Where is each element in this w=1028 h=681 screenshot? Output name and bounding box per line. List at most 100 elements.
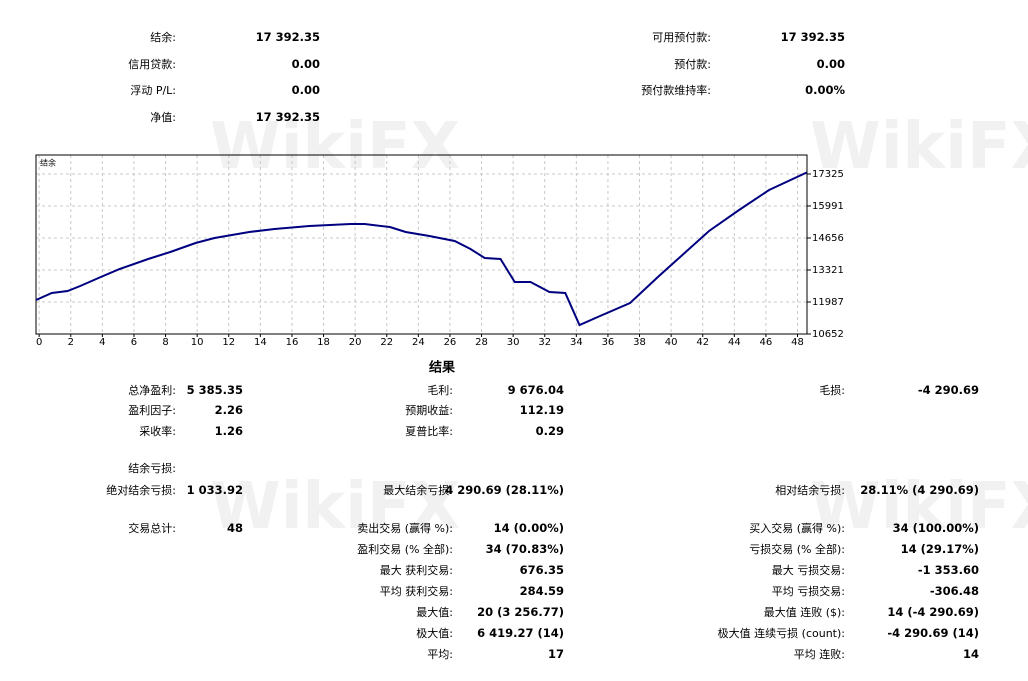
x-tick-label: 10 (191, 337, 204, 348)
y-tick-label: 11987 (812, 297, 844, 308)
x-tick-label: 24 (412, 337, 425, 348)
field-label: 平均 获利交易: (379, 585, 453, 598)
field-label: 预付款: (674, 58, 711, 71)
field-value: 284.59 (519, 584, 564, 598)
field-label: 最大 获利交易: (379, 564, 453, 577)
x-tick-label: 40 (665, 337, 678, 348)
field-label: 预付款维持率: (641, 84, 711, 97)
field-label: 最大结余亏损: (383, 484, 453, 497)
field-label: 亏损交易 (% 全部): (749, 543, 845, 556)
x-tick-label: 16 (286, 337, 299, 348)
series-label: 结余 (40, 158, 56, 168)
field-value: 2.26 (214, 403, 243, 417)
field-value: 17 392.35 (780, 30, 845, 44)
field-value: 17 392.35 (255, 110, 320, 124)
x-tick-label: 36 (602, 337, 615, 348)
field-value: -306.48 (929, 584, 979, 598)
field-value: 0.00 (291, 83, 320, 97)
x-tick-label: 22 (380, 337, 393, 348)
field-value: 4 290.69 (28.11%) (445, 483, 564, 497)
x-tick-label: 20 (349, 337, 362, 348)
field-value: 14 (-4 290.69) (887, 605, 979, 619)
field-value: 112.19 (519, 403, 564, 417)
y-tick-label: 14656 (812, 233, 844, 244)
field-label: 最大值: (416, 606, 453, 619)
field-label: 最大 亏损交易: (771, 564, 845, 577)
field-label: 总净盈利: (128, 384, 176, 397)
field-value: 9 676.04 (507, 383, 564, 397)
x-tick-label: 32 (538, 337, 551, 348)
x-tick-label: 44 (728, 337, 741, 348)
field-value: -4 290.69 (14) (887, 626, 979, 640)
x-tick-label: 48 (791, 337, 804, 348)
field-label: 毛损: (819, 384, 845, 397)
field-value: 17 (547, 647, 564, 661)
x-tick-label: 26 (444, 337, 457, 348)
field-label: 结余: (150, 31, 176, 44)
field-label: 采收率: (139, 425, 176, 438)
x-tick-label: 4 (99, 337, 105, 348)
field-value: 1.26 (214, 424, 243, 438)
x-tick-label: 14 (254, 337, 267, 348)
field-label: 净值: (150, 111, 176, 124)
field-label: 毛利: (427, 384, 453, 397)
x-tick-label: 28 (475, 337, 488, 348)
balance-line (35, 171, 808, 327)
field-value: 14 (962, 647, 979, 661)
field-label: 最大值 连败 ($): (763, 606, 845, 619)
x-tick-label: 8 (162, 337, 168, 348)
x-tick-label: 12 (222, 337, 235, 348)
field-value: -4 290.69 (917, 383, 979, 397)
field-value: 1 033.92 (186, 483, 243, 497)
watermark: WikiFX (810, 110, 1028, 184)
x-tick-label: 30 (507, 337, 520, 348)
y-tick-label: 15991 (812, 201, 844, 212)
field-value: 0.00% (805, 83, 845, 97)
y-tick-label: 13321 (812, 265, 844, 276)
field-value: 0.00 (291, 57, 320, 71)
field-value: 6 419.27 (14) (477, 626, 564, 640)
watermark: WikiFX (210, 470, 461, 544)
field-value: 20 (3 256.77) (477, 605, 564, 619)
field-label: 平均: (427, 648, 453, 661)
x-tick-label: 38 (633, 337, 646, 348)
field-value: 28.11% (4 290.69) (860, 483, 979, 497)
field-value: -1 353.60 (917, 563, 979, 577)
field-label: 极大值 连续亏损 (count): (717, 627, 845, 640)
field-label: 结余亏损: (128, 462, 176, 475)
x-tick-label: 18 (317, 337, 330, 348)
y-tick-label: 10652 (812, 329, 844, 340)
field-value: 0.00 (816, 57, 845, 71)
field-label: 预期收益: (405, 404, 453, 417)
field-value: 5 385.35 (186, 383, 243, 397)
field-label: 浮动 P/L: (130, 84, 176, 97)
field-label: 相对结余亏损: (775, 484, 845, 497)
field-label: 交易总计: (128, 522, 176, 535)
field-label: 平均 亏损交易: (771, 585, 845, 598)
plot-frame (35, 154, 808, 335)
y-tick-label: 17325 (812, 169, 844, 180)
x-tick-label: 34 (570, 337, 583, 348)
field-value: 17 392.35 (255, 30, 320, 44)
field-label: 平均 连败: (793, 648, 845, 661)
x-tick-label: 6 (131, 337, 137, 348)
field-label: 绝对结余亏损: (106, 484, 176, 497)
field-label: 盈利因子: (128, 404, 176, 417)
watermark: WikiFX (210, 110, 461, 184)
results-title: 结果 (428, 360, 456, 376)
field-label: 可用预付款: (652, 31, 711, 44)
x-tick-label: 46 (760, 337, 773, 348)
field-label: 极大值: (416, 627, 453, 640)
field-label: 卖出交易 (赢得 %): (357, 522, 453, 535)
field-value: 48 (226, 521, 243, 535)
watermark: WikiFX (810, 470, 1028, 544)
x-tick-label: 2 (68, 337, 74, 348)
x-tick-label: 0 (36, 337, 42, 348)
field-label: 盈利交易 (% 全部): (357, 543, 453, 556)
field-value: 34 (100.00%) (892, 521, 979, 535)
field-value: 34 (70.83%) (485, 542, 564, 556)
x-tick-label: 42 (696, 337, 709, 348)
field-value: 0.29 (535, 424, 564, 438)
